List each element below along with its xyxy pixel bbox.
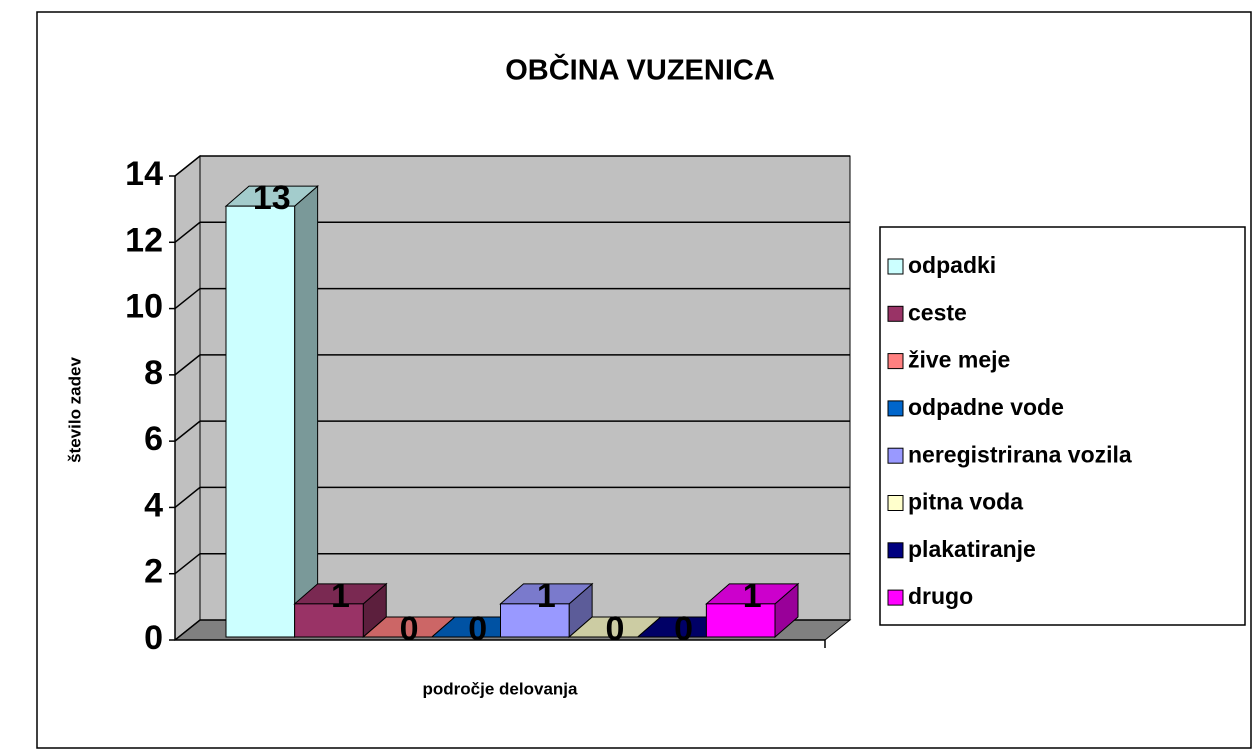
- legend-swatch: [887, 305, 904, 322]
- data-label: 13: [253, 179, 291, 217]
- y-tick-label: 14: [125, 155, 163, 193]
- grid-line: [174, 552, 850, 575]
- data-label: 1: [331, 577, 350, 615]
- legend-swatch: [887, 353, 904, 370]
- grid-line: [174, 155, 850, 177]
- legend-label: neregistrirana vozila: [908, 441, 1132, 467]
- data-label: 0: [674, 610, 693, 648]
- legend-label: ceste: [908, 299, 967, 325]
- grid-line: [174, 354, 850, 376]
- grid-line: [174, 221, 850, 243]
- legend-label: plakatiranje: [908, 536, 1036, 562]
- legend-swatch: [887, 589, 904, 606]
- data-label: 0: [400, 610, 419, 648]
- legend-label: odpadne vode: [908, 394, 1064, 420]
- legend-label: drugo: [908, 583, 973, 609]
- bar: [294, 603, 364, 638]
- y-tick-label: 12: [125, 221, 163, 259]
- y-tick-label: 6: [144, 420, 163, 458]
- grid-line: [174, 486, 850, 509]
- grid-line: [174, 287, 850, 310]
- y-axis-title: število zadev: [65, 357, 84, 463]
- data-label: 1: [537, 577, 556, 615]
- side-wall: [174, 154, 201, 642]
- legend-swatch: [887, 495, 904, 511]
- bar: [705, 603, 776, 638]
- bar: [225, 205, 296, 638]
- grid-line: [174, 420, 850, 442]
- y-tick-label: 2: [144, 553, 163, 591]
- legend-label: žive meje: [908, 347, 1010, 373]
- legend-swatch: [887, 400, 904, 417]
- chart-title: OBČINA VUZENICA: [505, 53, 775, 87]
- y-tick-label: 10: [125, 288, 163, 326]
- bar: [500, 603, 570, 638]
- data-label: 0: [468, 610, 487, 648]
- legend-swatch: [887, 258, 904, 275]
- legend-swatch: [887, 447, 904, 464]
- bar-side: [294, 185, 319, 639]
- legend-swatch: [887, 542, 904, 559]
- data-label: 0: [605, 610, 624, 648]
- data-label: 1: [743, 577, 762, 615]
- legend-label: pitna voda: [908, 489, 1023, 515]
- y-tick-label: 4: [144, 486, 163, 524]
- legend-box: [879, 226, 1246, 626]
- x-axis-title: področje delovanja: [423, 679, 578, 698]
- y-tick-label: 0: [144, 619, 163, 657]
- y-tick-label: 8: [144, 354, 163, 392]
- legend-label: odpadki: [908, 252, 996, 278]
